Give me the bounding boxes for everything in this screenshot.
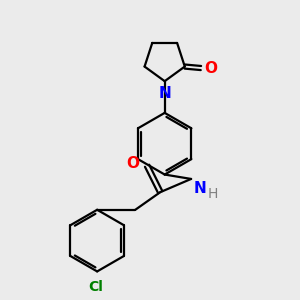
- Text: O: O: [204, 61, 217, 76]
- Text: Cl: Cl: [88, 280, 103, 294]
- Text: O: O: [126, 156, 139, 171]
- Text: N: N: [158, 86, 171, 101]
- Text: N: N: [193, 181, 206, 196]
- Text: H: H: [207, 187, 218, 201]
